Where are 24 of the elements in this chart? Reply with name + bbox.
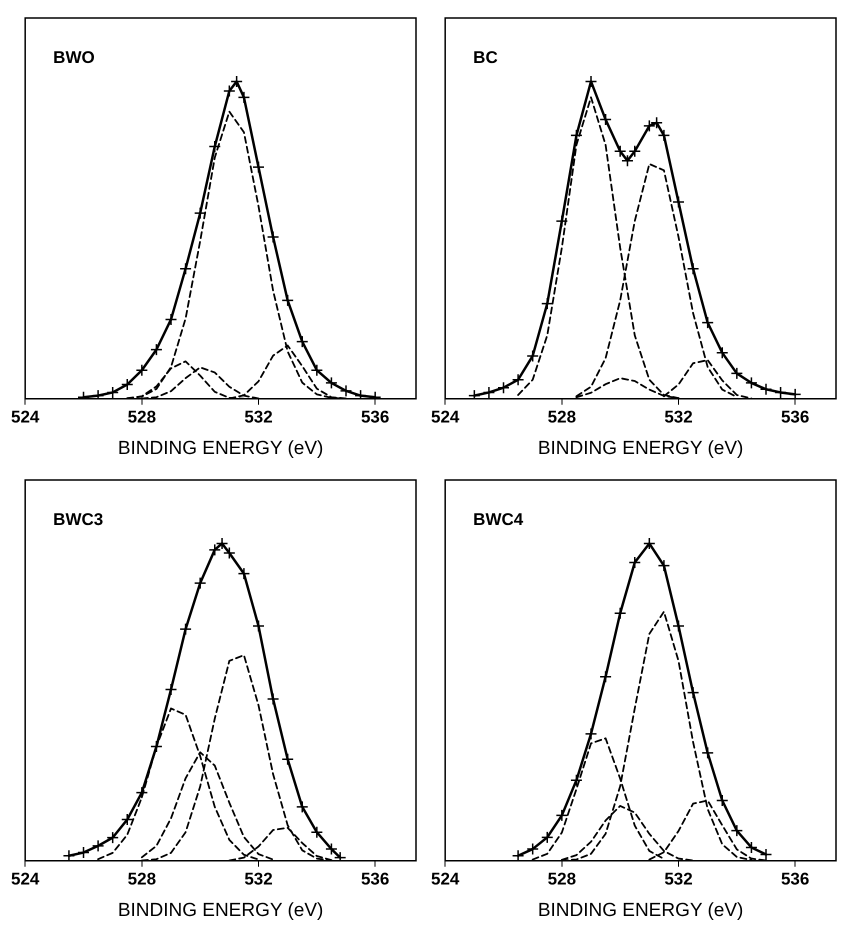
x-tick-label: 528 (548, 408, 576, 427)
x-axis-title: BINDING ENERGY (eV) (118, 438, 324, 459)
x-tick-label: 536 (360, 408, 390, 427)
text: BWO (53, 48, 95, 68)
x-tick-label: 536 (780, 408, 810, 427)
x-tick-label: 524 (430, 408, 460, 427)
x-tick-label: 528 (548, 870, 576, 889)
text: BWC3 (53, 510, 104, 530)
x-tick-label: 532 (664, 870, 693, 889)
x-tick-label: 536 (780, 870, 810, 889)
x-tick-label: 536 (360, 870, 390, 889)
x-tick-label: 524 (10, 870, 40, 889)
x-tick-label: 532 (244, 870, 273, 889)
x-tick-label: 532 (244, 408, 273, 427)
x-tick-label: 524 (430, 870, 460, 889)
text: BWC4 (473, 510, 524, 530)
x-tick-label: 524 (10, 408, 40, 427)
x-tick-label: 528 (128, 408, 156, 427)
x-tick-label: 528 (128, 870, 156, 889)
x-axis-title: BINDING ENERGY (eV) (538, 438, 744, 459)
x-axis-title: BINDING ENERGY (eV) (538, 900, 744, 921)
text: BC (473, 48, 498, 68)
x-tick-label: 532 (664, 408, 693, 427)
x-axis-title: BINDING ENERGY (eV) (118, 900, 324, 921)
